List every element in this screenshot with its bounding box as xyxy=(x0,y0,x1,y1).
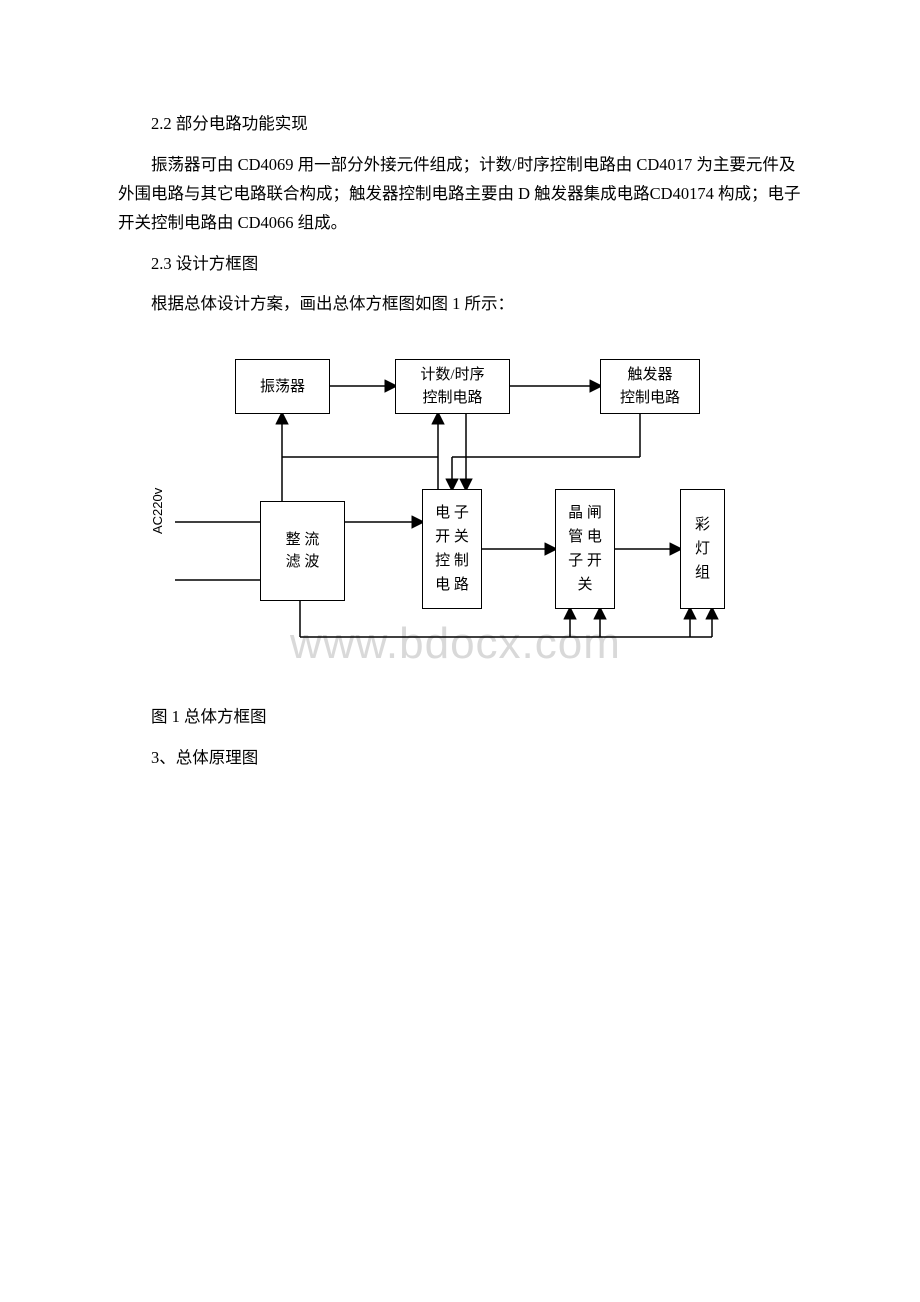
heading-2-3: 2.3 设计方框图 xyxy=(118,250,802,279)
heading-2-2: 2.2 部分电路功能实现 xyxy=(118,110,802,139)
block-rect: 整 流 滤 波 xyxy=(260,501,345,601)
block-counter: 计数/时序 控制电路 xyxy=(395,359,510,414)
block-trigger: 触发器 控制电路 xyxy=(600,359,700,414)
block-eswitch: 电 子开 关控 制电 路 xyxy=(422,489,482,609)
paragraph-2-2: 振荡器可由 CD4069 用一部分外接元件组成；计数/时序控制电路由 CD401… xyxy=(118,151,802,238)
ac220v-label: AC220v xyxy=(150,488,165,534)
block-osc: 振荡器 xyxy=(235,359,330,414)
paragraph-2-3: 根据总体设计方案，画出总体方框图如图 1 所示： xyxy=(118,290,802,319)
block-diagram: www.bdocx.com AC220v 振荡器计数/时序 控制电路触发器 控制… xyxy=(170,349,750,679)
document-page: 2.2 部分电路功能实现 振荡器可由 CD4069 用一部分外接元件组成；计数/… xyxy=(0,0,920,845)
figure-1-caption: 图 1 总体方框图 xyxy=(118,703,802,732)
block-scr: 晶 闸管 电子 开关 xyxy=(555,489,615,609)
block-lamps: 彩灯组 xyxy=(680,489,725,609)
heading-3: 3、总体原理图 xyxy=(118,744,802,773)
